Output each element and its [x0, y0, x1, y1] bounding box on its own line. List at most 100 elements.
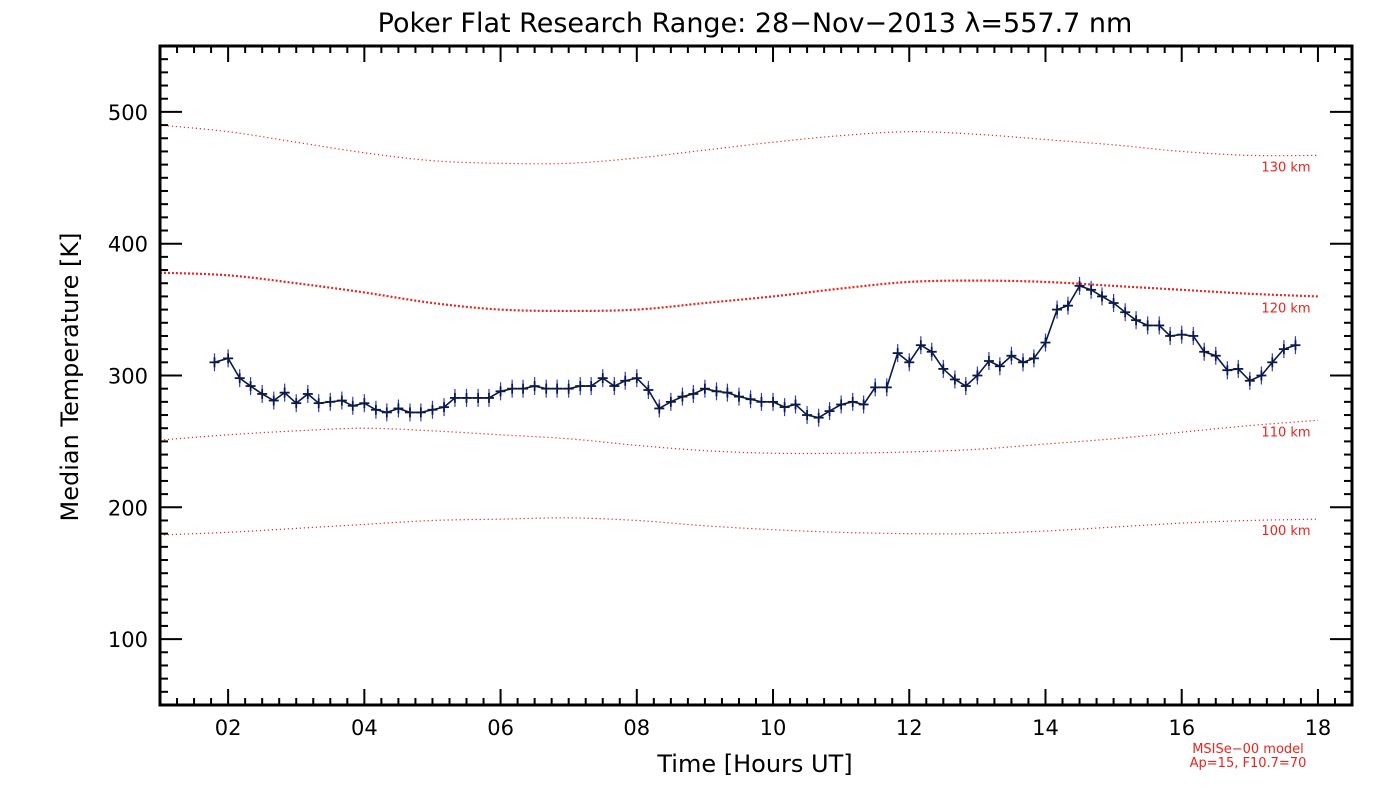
data-point — [779, 402, 790, 413]
measurement-line — [214, 284, 1296, 419]
y-axis-label: Median Temperature [K] — [56, 232, 84, 521]
x-tick-label: 16 — [1168, 716, 1195, 740]
model-curve-label: 120 km — [1261, 301, 1310, 316]
data-point — [597, 373, 608, 384]
data-point — [654, 403, 665, 414]
data-point — [858, 399, 869, 410]
data-point — [960, 381, 971, 392]
x-tick-label: 18 — [1305, 716, 1332, 740]
plot-axes — [158, 44, 1354, 707]
data-point — [1052, 304, 1063, 315]
x-tick-label: 06 — [487, 716, 514, 740]
tick-labels: 02 04 06 08 10 12 14 16 18 100 200 300 400 500 — [108, 101, 1331, 740]
data-point — [279, 387, 290, 398]
data-point — [1018, 357, 1029, 368]
data-point — [1165, 330, 1176, 341]
data-point — [1120, 307, 1131, 318]
data-point — [745, 394, 756, 405]
y-tick-label: 100 — [108, 628, 148, 652]
data-point — [449, 392, 460, 403]
data-point — [790, 399, 801, 410]
data-point — [439, 402, 450, 413]
model-curve-label: 100 km — [1261, 524, 1310, 539]
y-tick-label: 200 — [108, 496, 148, 520]
model-curve-110-km — [159, 419, 1318, 455]
data-point — [461, 392, 472, 403]
data-point — [381, 407, 392, 418]
data-point — [1210, 350, 1221, 361]
data-point — [926, 346, 937, 357]
data-point — [949, 374, 960, 385]
data-point — [302, 388, 313, 399]
data-point — [688, 388, 699, 399]
data-point — [325, 396, 336, 407]
data-point — [370, 404, 381, 415]
data-point — [677, 391, 688, 402]
data-point — [756, 396, 767, 407]
data-point — [881, 382, 892, 393]
data-point — [495, 386, 506, 397]
data-point — [836, 399, 847, 410]
data-point — [620, 375, 631, 386]
data-point — [699, 383, 710, 394]
data-point — [291, 398, 302, 409]
data-point — [257, 388, 268, 399]
data-point — [1222, 365, 1233, 376]
data-point — [1074, 280, 1085, 291]
data-point — [609, 381, 620, 392]
data-point — [994, 361, 1005, 372]
data-point — [518, 383, 529, 394]
y-tick-label: 400 — [108, 233, 148, 257]
data-point — [1154, 320, 1165, 331]
data-point — [813, 412, 824, 423]
data-point — [665, 396, 676, 407]
data-point — [904, 357, 915, 368]
data-point — [483, 392, 494, 403]
data-point — [552, 383, 563, 394]
data-point — [1006, 350, 1017, 361]
x-tick-label: 12 — [896, 716, 923, 740]
data-point — [359, 398, 370, 409]
x-tick-label: 14 — [1032, 716, 1059, 740]
data-point — [802, 410, 813, 421]
data-point — [938, 363, 949, 374]
data-point — [768, 396, 779, 407]
data-point — [824, 406, 835, 417]
data-point — [915, 340, 926, 351]
data-point — [1142, 320, 1153, 331]
data-point — [336, 395, 347, 406]
measurement-series — [209, 276, 1301, 427]
y-tick-label: 300 — [108, 365, 148, 389]
data-point — [529, 381, 540, 392]
data-point — [711, 386, 722, 397]
plot-frame — [158, 44, 1354, 707]
data-point — [1108, 298, 1119, 309]
data-point — [733, 391, 744, 402]
x-tick-label: 04 — [351, 716, 378, 740]
data-point — [972, 370, 983, 381]
data-point — [1086, 284, 1097, 295]
data-point — [1131, 315, 1142, 326]
data-point — [1062, 300, 1073, 311]
data-point — [870, 382, 881, 393]
data-point — [415, 407, 426, 418]
data-point — [1278, 344, 1289, 355]
model-curve-100-km — [159, 517, 1318, 536]
model-curve-label: 130 km — [1261, 160, 1310, 175]
data-point — [427, 404, 438, 415]
data-point — [268, 395, 279, 406]
data-point — [473, 392, 484, 403]
model-curve-120-km — [159, 271, 1318, 313]
model-curve-label: 110 km — [1261, 425, 1310, 440]
chart-title: Poker Flat Research Range: 28−Nov−2013 λ… — [378, 8, 1133, 39]
y-tick-label: 500 — [108, 101, 148, 125]
data-point — [234, 373, 245, 384]
data-point — [223, 353, 234, 364]
data-point — [1267, 357, 1278, 368]
data-point — [393, 403, 404, 414]
data-point — [643, 384, 654, 395]
data-point — [1199, 346, 1210, 357]
data-point — [404, 407, 415, 418]
data-point — [586, 381, 597, 392]
